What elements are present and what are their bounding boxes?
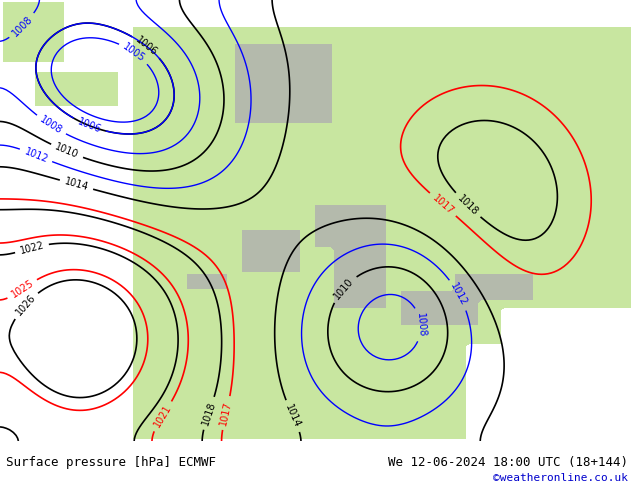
Text: 1021: 1021 (152, 403, 173, 429)
Text: ©weatheronline.co.uk: ©weatheronline.co.uk (493, 473, 628, 483)
Text: 1006: 1006 (134, 35, 159, 58)
Text: 1008: 1008 (415, 312, 427, 337)
Text: 1008: 1008 (10, 14, 34, 38)
Text: 1012: 1012 (448, 282, 469, 308)
Text: 1022: 1022 (18, 240, 45, 256)
Text: 1014: 1014 (63, 176, 89, 193)
Text: 1018: 1018 (200, 400, 217, 426)
Text: 1014: 1014 (283, 403, 302, 429)
Text: 1017: 1017 (219, 400, 234, 426)
Text: 1025: 1025 (10, 278, 36, 300)
Text: 1005: 1005 (121, 42, 147, 64)
Text: 1017: 1017 (430, 193, 455, 217)
Text: 1006: 1006 (76, 117, 103, 135)
Text: 1026: 1026 (13, 293, 37, 318)
Text: 1018: 1018 (455, 193, 480, 218)
Text: 1010: 1010 (332, 276, 356, 301)
Text: We 12-06-2024 18:00 UTC (18+144): We 12-06-2024 18:00 UTC (18+144) (387, 456, 628, 469)
Text: 1008: 1008 (38, 114, 64, 136)
Text: 1010: 1010 (54, 142, 80, 161)
Text: 1012: 1012 (23, 146, 49, 165)
Text: Surface pressure [hPa] ECMWF: Surface pressure [hPa] ECMWF (6, 456, 216, 469)
